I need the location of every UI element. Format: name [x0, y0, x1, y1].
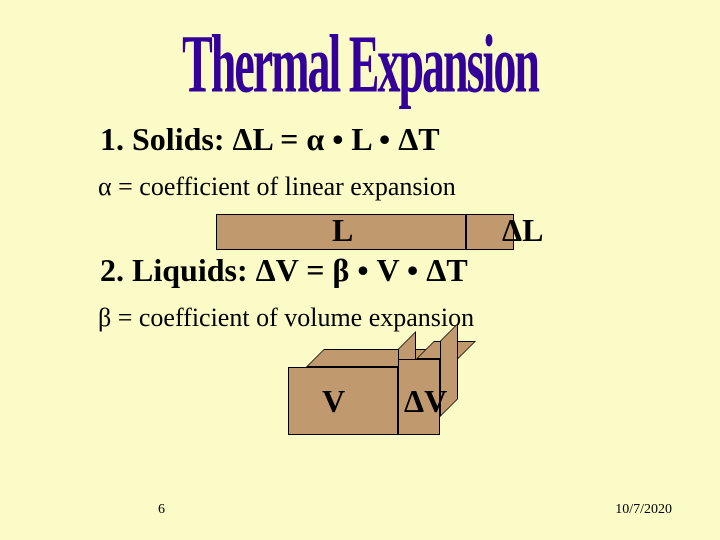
volume-expansion-diagram: V ΔV: [100, 345, 680, 441]
linear-expansion-diagram: L ΔL: [100, 210, 680, 254]
page-number: 6: [158, 502, 165, 518]
label-V: V: [322, 383, 345, 420]
alpha-definition: α = coefficient of linear expansion: [98, 172, 680, 202]
liquids-equation: 2. Liquids: ΔV = β • V • ΔT: [100, 252, 680, 289]
solids-equation: 1. Solids: ΔL = α • L • ΔT: [100, 121, 680, 158]
slide: Thermal Expansion 1. Solids: ΔL = α • L …: [0, 0, 720, 540]
beta-definition: β = coefficient of volume expansion: [98, 303, 680, 333]
label-delta-L: ΔL: [502, 212, 543, 249]
label-delta-V: ΔV: [404, 383, 447, 420]
slide-title: Thermal Expansion: [40, 16, 680, 111]
label-L: L: [332, 212, 353, 249]
slide-date: 10/7/2020: [615, 502, 672, 518]
